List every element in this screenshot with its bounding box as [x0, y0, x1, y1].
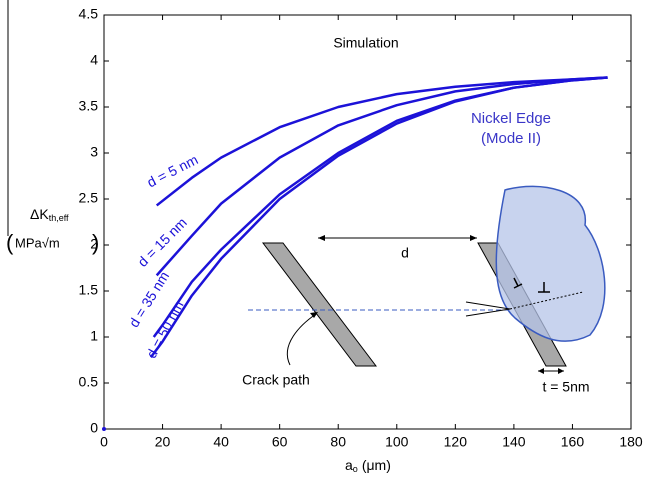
x-tick-label: 20 — [155, 434, 171, 450]
y-tick-label: 3.5 — [79, 98, 99, 114]
annotation: Nickel Edge — [471, 110, 551, 127]
y-tick-label: 4.5 — [79, 6, 99, 22]
y-label-units: MPa√m — [15, 235, 60, 250]
arrowhead — [538, 368, 564, 374]
y-label-main: ΔK — [30, 206, 49, 222]
series-line — [155, 76, 608, 277]
slip-line — [509, 291, 584, 310]
origin-dot — [102, 427, 106, 431]
inset-label: t = 5nm — [542, 379, 589, 395]
x-label-main: a — [345, 457, 353, 473]
annotation: Simulation — [333, 35, 398, 51]
x-label-sub: o — [353, 464, 358, 474]
inset: d Crack path t = 5nm — [242, 185, 606, 395]
series-line — [149, 76, 608, 358]
x-label: ao (μm) — [345, 457, 391, 475]
paren: ) — [92, 230, 99, 255]
y-tick-label: 3 — [90, 144, 98, 160]
y-tick-label: 4 — [90, 52, 98, 68]
x-tick-label: 120 — [444, 434, 468, 450]
y-tick-label: 0 — [90, 420, 98, 436]
x-tick-label: 180 — [619, 434, 643, 450]
crack-tip — [465, 301, 511, 317]
y-tick-label: 1.5 — [79, 282, 99, 298]
y-tick-label: 2 — [90, 236, 98, 252]
x-tick-label: 140 — [502, 434, 526, 450]
x-tick-label: 160 — [561, 434, 585, 450]
inset-label: d — [401, 245, 409, 261]
x-tick-label: 80 — [330, 434, 346, 450]
plot-frame — [103, 14, 632, 430]
x-label-units: (μm) — [362, 457, 391, 473]
x-tick-label: 40 — [213, 434, 229, 450]
y-label-sub: th,eff — [49, 213, 69, 223]
annotation: (Mode II) — [481, 130, 541, 147]
x-tick-label: 100 — [385, 434, 409, 450]
series-label: d = 15 nm — [134, 214, 190, 270]
series-label: d = 5 nm — [144, 151, 200, 190]
slab — [261, 242, 378, 367]
dislocation — [513, 277, 550, 293]
x-tick-label: 0 — [100, 434, 108, 450]
paren: ( — [6, 230, 14, 255]
x-tick-label: 60 — [272, 434, 288, 450]
crack-arrow — [286, 313, 317, 366]
plastic-zone — [495, 185, 606, 342]
y-label: ΔKth,eff — [30, 206, 69, 224]
inset-label: Crack path — [242, 372, 310, 388]
arrowhead — [310, 312, 318, 318]
y-tick-label: 2.5 — [79, 190, 99, 206]
y-tick-label: 1 — [90, 328, 98, 344]
y-tick-label: 0.5 — [79, 374, 99, 390]
